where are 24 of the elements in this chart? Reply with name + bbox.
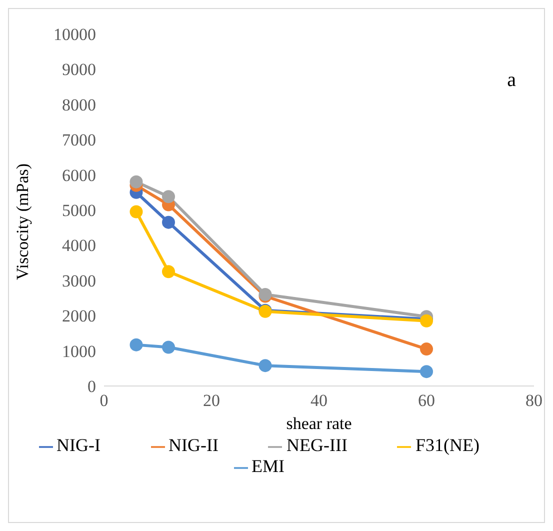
legend-label: NIG-I — [56, 435, 100, 455]
x-tick-label: 0 — [100, 391, 108, 410]
x-axis-title: shear rate — [286, 414, 352, 433]
y-tick-label: 1000 — [62, 342, 96, 361]
legend-label: NEG-III — [286, 435, 348, 455]
y-tick-label: 8000 — [62, 95, 96, 114]
x-tick-label: 20 — [203, 391, 220, 410]
y-tick-label: 2000 — [62, 306, 96, 326]
y-tick-label: 0 — [88, 377, 96, 396]
legend-label: NIG-II — [168, 435, 218, 455]
annotation: a — [507, 69, 516, 92]
y-tick-label: 7000 — [62, 130, 96, 150]
y-tick-label: 3000 — [62, 271, 96, 290]
x-tick-label: 40 — [310, 391, 328, 410]
legend-label: F31(NE) — [415, 435, 480, 455]
y-tick-label: 10000 — [54, 25, 96, 44]
x-tick-label: 80 — [526, 391, 542, 410]
legend-label: EMI — [252, 456, 284, 476]
x-tick-label: 60 — [418, 391, 435, 410]
y-tick-label: 6000 — [62, 166, 96, 185]
y-axis-title: Viscocity (mPas) — [13, 163, 32, 280]
y-tick-label: 9000 — [62, 60, 96, 80]
y-tick-label: 5000 — [62, 201, 96, 220]
y-tick-label: 4000 — [62, 236, 96, 256]
